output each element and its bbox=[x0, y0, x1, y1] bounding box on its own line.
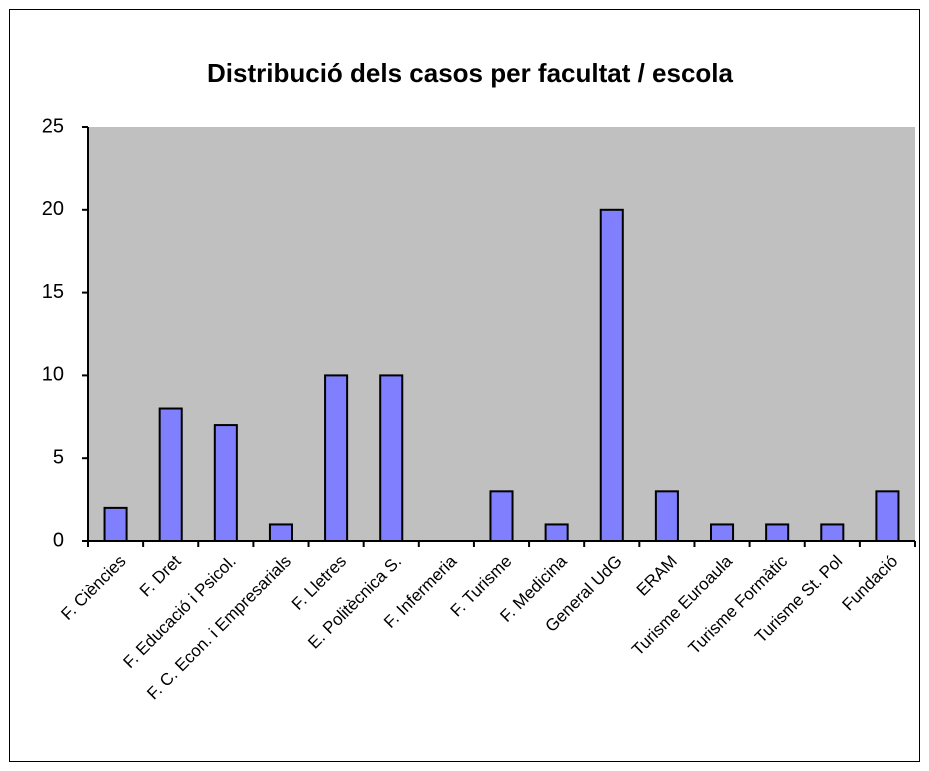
bar bbox=[710, 523, 735, 543]
bar bbox=[820, 523, 845, 543]
plot-area bbox=[88, 127, 915, 541]
y-tick-label: 0 bbox=[53, 529, 64, 551]
y-tick-label: 15 bbox=[42, 281, 64, 303]
bar bbox=[544, 523, 569, 543]
bar bbox=[213, 424, 238, 542]
bar bbox=[324, 374, 349, 542]
bar bbox=[489, 490, 514, 543]
bar bbox=[379, 374, 404, 542]
bar bbox=[268, 523, 293, 543]
y-tick-label: 20 bbox=[42, 198, 64, 220]
chart-title: Distribució dels casos per facultat / es… bbox=[207, 58, 734, 88]
bar bbox=[654, 490, 679, 543]
y-tick-label: 10 bbox=[42, 364, 64, 386]
bar bbox=[158, 407, 183, 542]
y-tick-label: 5 bbox=[53, 446, 64, 468]
bar bbox=[875, 490, 900, 543]
bar bbox=[103, 506, 128, 543]
y-tick-label: 25 bbox=[42, 115, 64, 137]
bar bbox=[765, 523, 790, 543]
bar bbox=[599, 208, 624, 543]
